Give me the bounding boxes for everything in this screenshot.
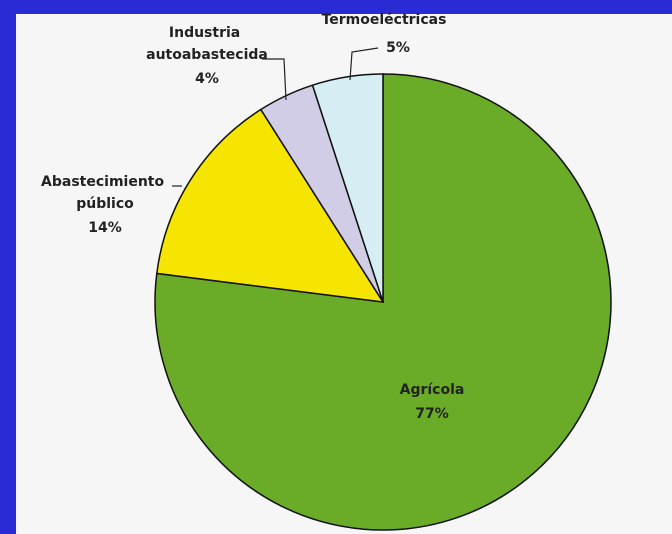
slice-label: Agrícola (400, 382, 465, 398)
slice-value-label: 77% (415, 406, 449, 422)
pie-slice (154, 73, 612, 531)
slice-value-label: 14% (88, 220, 122, 236)
slice-value-label: 4% (195, 71, 219, 87)
slice-label: Abastecimiento público (41, 174, 169, 212)
pie-slice (311, 73, 384, 303)
pie-slice (155, 108, 385, 303)
leader-line (349, 47, 379, 81)
slice-label: Termoeléctricas (322, 12, 447, 28)
slice-label: Industria autoabastecida (146, 25, 268, 63)
leader-line (262, 58, 287, 101)
slice-value-label: 5% (386, 40, 410, 56)
